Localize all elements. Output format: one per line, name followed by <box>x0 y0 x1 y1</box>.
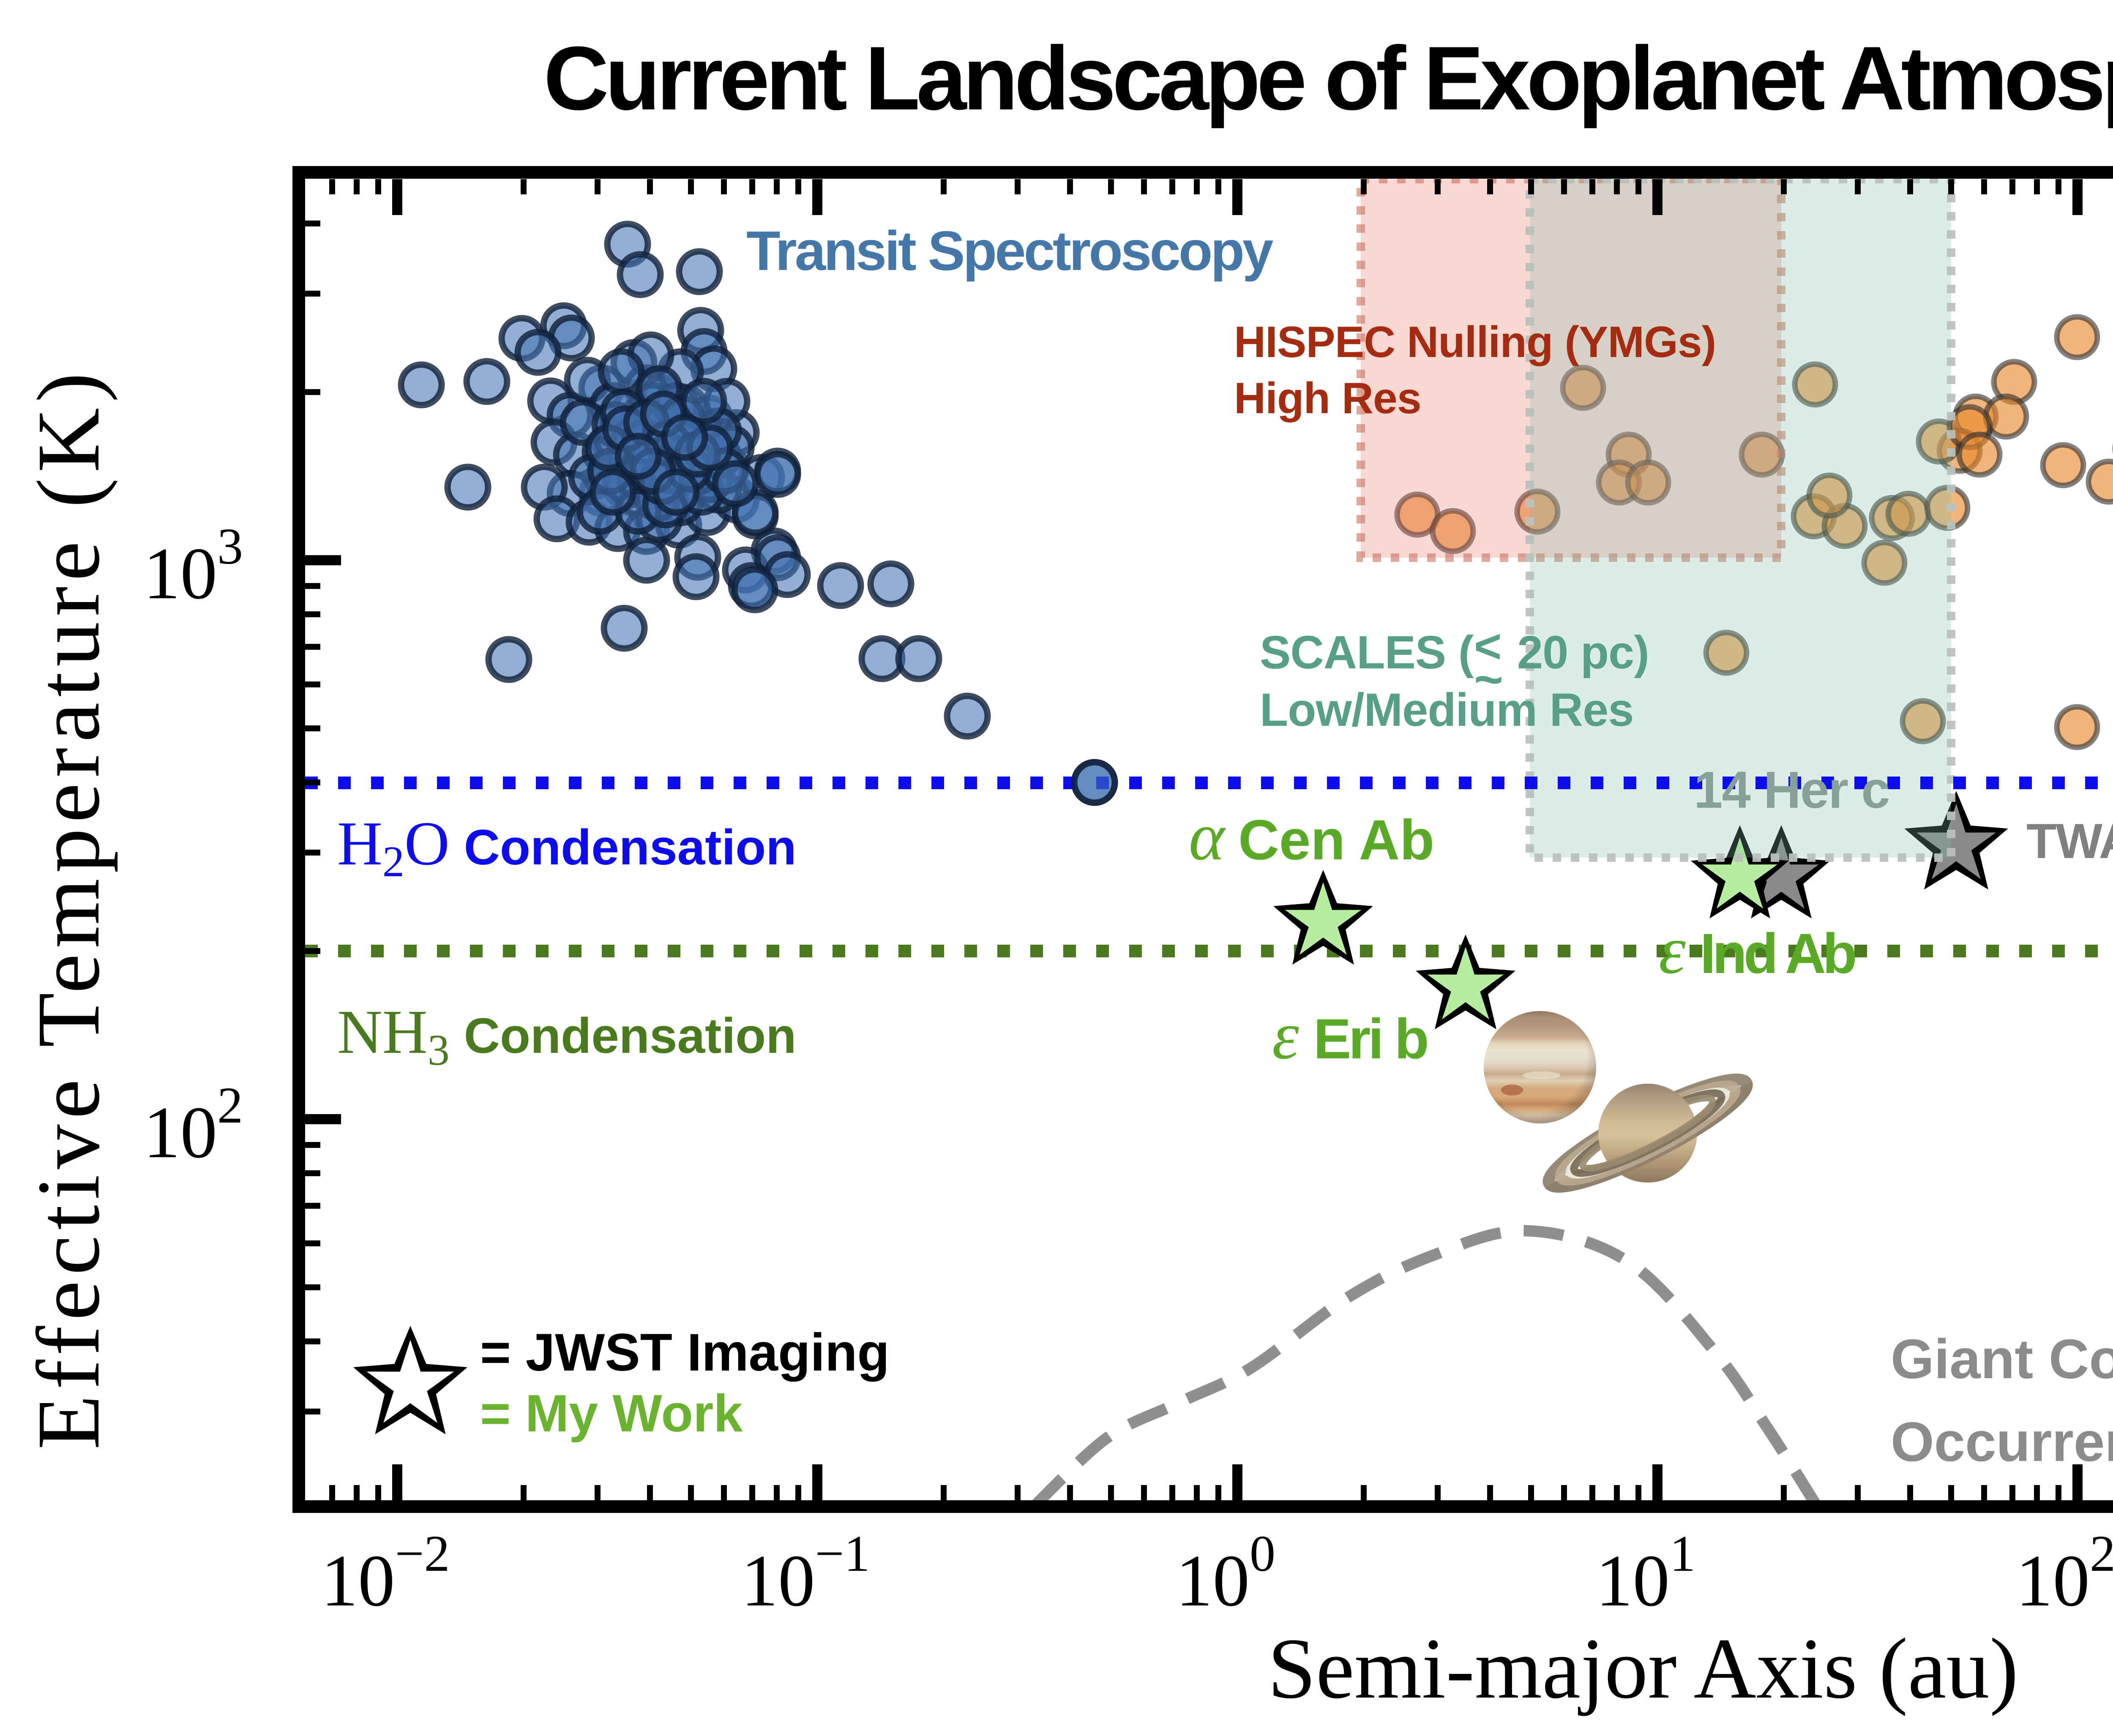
svg-text:Occurrence Rate (Van Zandt et: Occurrence Rate (Van Zandt et al. 2025) <box>1891 1411 2113 1473</box>
svg-text:100: 100 <box>1176 1525 1275 1622</box>
svg-text:HISPEC Nulling (YMGs): HISPEC Nulling (YMGs) <box>1234 318 1716 367</box>
svg-text:TWA 7b: TWA 7b <box>2026 813 2113 869</box>
svg-text:Giant Companion (0.8–80 MJup): Giant Companion (0.8–80 MJup) <box>1891 1322 2113 1399</box>
svg-text:= JWST Imaging: = JWST Imaging <box>480 1323 890 1382</box>
svg-text:Semi-major Axis (au): Semi-major Axis (au) <box>1268 1621 2018 1717</box>
svg-text:10−2: 10−2 <box>321 1525 450 1622</box>
svg-text:102: 102 <box>143 1077 243 1173</box>
svg-text:20 pc): 20 pc) <box>1517 627 1649 679</box>
svg-text:High Res: High Res <box>1234 374 1421 423</box>
svg-text:= My Work: = My Work <box>480 1384 743 1443</box>
svg-text:14 Her c: 14 Her c <box>1694 761 1889 819</box>
svg-text:102: 102 <box>2016 1525 2113 1622</box>
svg-text:~: ~ <box>1474 651 1503 707</box>
svg-text:<: < <box>1474 620 1501 673</box>
svg-text:Transit Spectroscopy: Transit Spectroscopy <box>746 220 1273 282</box>
svg-text:Low/Medium Res: Low/Medium Res <box>1260 684 1633 736</box>
svg-text:SCALES (: SCALES ( <box>1260 627 1474 679</box>
svg-text:101: 101 <box>1596 1525 1695 1622</box>
svg-text:103: 103 <box>143 518 243 614</box>
svg-text:Current Landscape of Exoplanet: Current Landscape of Exoplanet Atmospher… <box>543 28 2113 129</box>
svg-text:10−1: 10−1 <box>741 1525 870 1622</box>
svg-text:Effective Temperature (K): Effective Temperature (K) <box>19 367 118 1450</box>
